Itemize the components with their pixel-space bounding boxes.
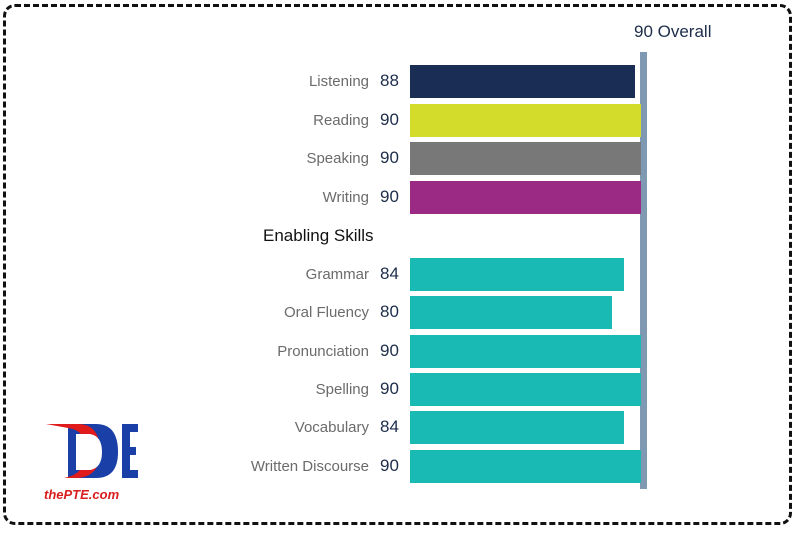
logo-text: thePTE.com [44, 487, 120, 502]
skill-score-spelling: 90 [380, 379, 399, 398]
skill-score-speaking: 90 [380, 148, 399, 167]
skill-bar-oral-fluency [410, 296, 612, 329]
skill-label-oral-fluency: Oral Fluency [283, 304, 369, 321]
thepte-logo [38, 418, 140, 508]
skill-bar-vocabulary [410, 411, 624, 444]
skill-bar-pronunciation [410, 335, 641, 368]
skill-label-spelling: Spelling [315, 381, 369, 398]
skill-score-written-discourse: 90 [380, 456, 399, 475]
skill-bar-reading [410, 104, 641, 137]
dashed-frame [3, 4, 792, 525]
skill-label-reading: Reading [313, 112, 369, 129]
skill-label-pronunciation: Pronunciation [277, 343, 369, 360]
skill-label-grammar: Grammar [305, 266, 369, 283]
skill-bar-speaking [410, 142, 641, 175]
overall-reference-line [640, 52, 647, 489]
skill-score-writing: 90 [380, 187, 399, 206]
skill-label-writing: Writing [322, 189, 369, 206]
skill-bar-grammar [410, 258, 624, 291]
enabling-skills-heading: Enabling Skills [263, 226, 374, 245]
overall-score-label: 90 Overall [634, 22, 712, 41]
skill-score-listening: 88 [380, 71, 399, 90]
skill-score-reading: 90 [380, 110, 399, 129]
skill-label-written-discourse: Written Discourse [250, 458, 369, 475]
skill-score-oral-fluency: 80 [380, 302, 399, 321]
skill-bar-writing [410, 181, 641, 214]
skill-bar-listening [410, 65, 635, 98]
skill-score-grammar: 84 [380, 264, 399, 283]
skill-bar-written-discourse [410, 450, 641, 483]
skill-bar-spelling [410, 373, 641, 406]
skill-score-pronunciation: 90 [380, 341, 399, 360]
skill-label-listening: Listening [308, 73, 369, 90]
skill-score-vocabulary: 84 [380, 417, 399, 436]
skill-label-speaking: Speaking [306, 150, 369, 167]
skill-label-vocabulary: Vocabulary [294, 419, 369, 436]
